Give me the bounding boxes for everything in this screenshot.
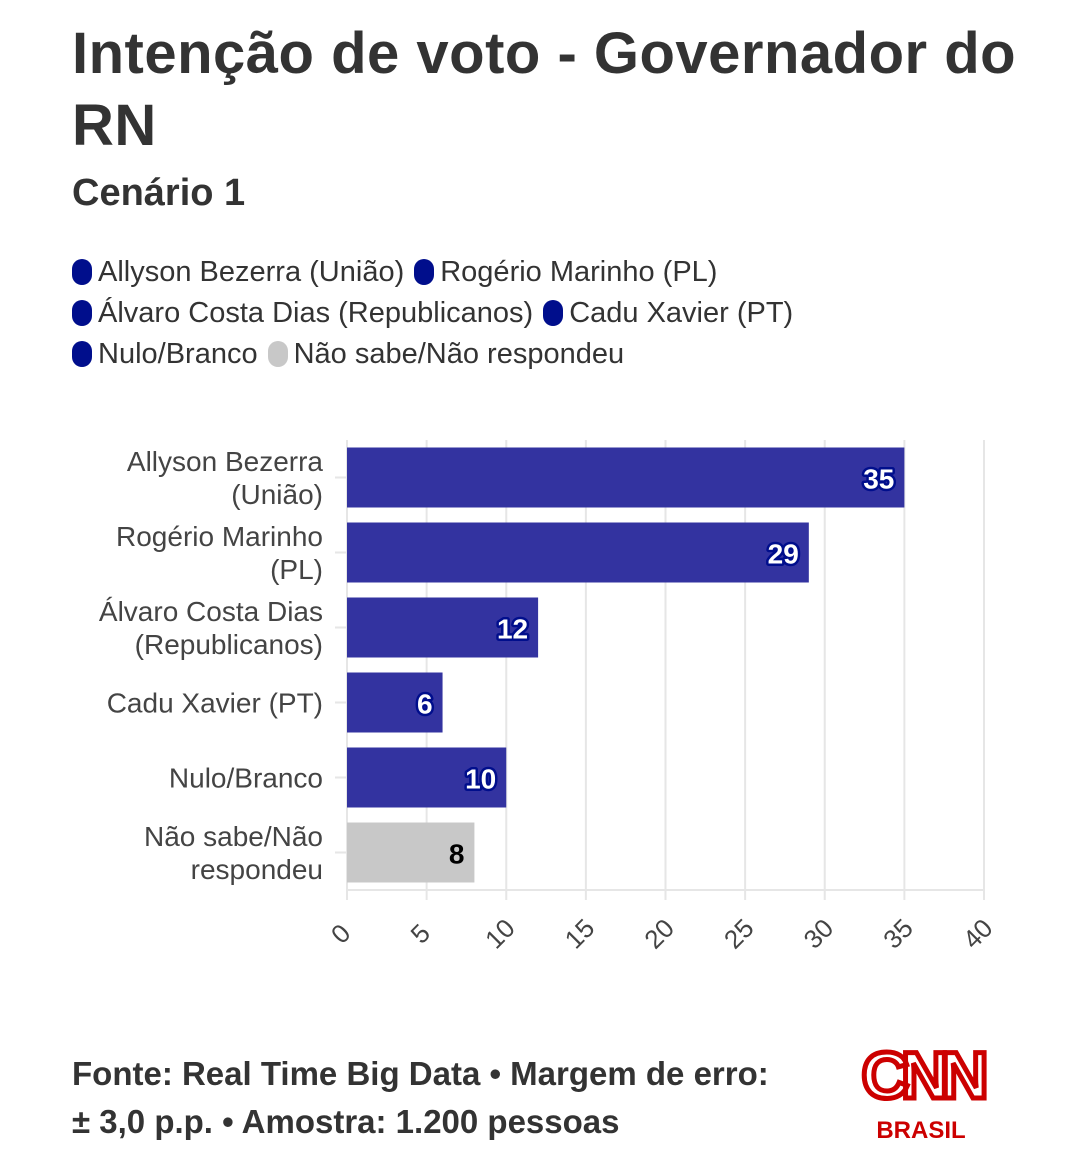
x-tick-label: 15 bbox=[559, 913, 601, 955]
x-tick-label: 40 bbox=[957, 913, 999, 955]
category-label-line: Álvaro Costa Dias bbox=[99, 596, 323, 627]
bar bbox=[347, 672, 443, 733]
bar-value-label: 29 bbox=[768, 539, 799, 570]
legend-swatch-icon bbox=[72, 259, 92, 285]
category-label-line: Allyson Bezerra bbox=[127, 446, 324, 477]
legend-swatch-icon bbox=[72, 341, 92, 367]
legend-swatch-icon bbox=[72, 300, 92, 326]
category-label-line: Cadu Xavier (PT) bbox=[107, 688, 323, 719]
legend-swatch-icon bbox=[414, 259, 435, 285]
category-label-line: Rogério Marinho bbox=[116, 521, 323, 552]
bar-value-label: 6 bbox=[417, 689, 433, 720]
source-footer: Fonte: Real Time Big Data • Margem de er… bbox=[72, 1055, 769, 1140]
logo-brand-text: CNN bbox=[862, 1040, 985, 1112]
category-label-line: Nulo/Branco bbox=[169, 763, 323, 794]
bar-chart: 35 Allyson Bezerra (União) 29 Rogério Marinh… bbox=[99, 440, 999, 955]
legend-item: Rogério Marinho (PL) bbox=[414, 252, 717, 293]
legend-swatch-icon bbox=[267, 341, 288, 367]
chart-subtitle: Cenário 1 bbox=[72, 172, 246, 214]
bar bbox=[347, 522, 809, 583]
legend-item: Allyson Bezerra (União) bbox=[72, 252, 404, 293]
category-label-line: (Republicanos) bbox=[135, 629, 323, 660]
legend: Allyson Bezerra (União) Rogério Marinho (… bbox=[72, 252, 952, 375]
x-tick-label: 25 bbox=[718, 913, 760, 955]
legend-item: Não sabe/Não respondeu bbox=[267, 334, 625, 375]
bar-value-label: 10 bbox=[465, 764, 496, 795]
bar-value-label: 8 bbox=[449, 839, 465, 870]
x-tick-label: 35 bbox=[877, 913, 919, 955]
bar-value-label: 12 bbox=[497, 614, 528, 645]
logo-sub-text: BRASIL bbox=[876, 1117, 965, 1144]
legend-label: Nulo/Branco bbox=[98, 338, 258, 370]
category-label: Cadu Xavier (PT) bbox=[107, 688, 323, 719]
legend-label: Não sabe/Não respondeu bbox=[293, 338, 625, 370]
legend-label: Álvaro Costa Dias (Republicanos) bbox=[98, 297, 534, 329]
x-tick-label: 20 bbox=[638, 913, 680, 955]
legend-swatch-icon bbox=[543, 300, 564, 326]
legend-item: Nulo/Branco bbox=[72, 334, 258, 375]
legend-label: Allyson Bezerra (União) bbox=[98, 256, 405, 288]
bar bbox=[347, 597, 539, 658]
legend-item: Álvaro Costa Dias (Republicanos) bbox=[72, 293, 533, 334]
category-label: Allyson Bezerra (União) bbox=[127, 446, 324, 510]
x-tick-label: 30 bbox=[798, 913, 840, 955]
bar bbox=[347, 822, 475, 883]
x-tick-label: 0 bbox=[325, 918, 356, 949]
legend-label: Rogério Marinho (PL) bbox=[440, 256, 718, 288]
category-label: Rogério Marinho (PL) bbox=[116, 521, 323, 585]
category-label: Nulo/Branco bbox=[169, 763, 323, 794]
legend-item: Cadu Xavier (PT) bbox=[543, 293, 793, 334]
category-label-line: (União) bbox=[231, 479, 323, 510]
chart-title: Intenção de voto - Governador do RN bbox=[72, 21, 1017, 158]
category-label-line: respondeu bbox=[191, 854, 323, 885]
legend-label: Cadu Xavier (PT) bbox=[569, 297, 794, 329]
bar-value-label: 35 bbox=[863, 464, 894, 495]
cnn-brasil-logo: CNN BRASIL bbox=[859, 1040, 990, 1144]
category-label: Álvaro Costa Dias (Republicanos) bbox=[99, 596, 323, 660]
x-tick-label: 5 bbox=[405, 918, 436, 949]
bar bbox=[347, 447, 905, 508]
category-label-line: Não sabe/Não bbox=[144, 821, 323, 852]
category-label-line: (PL) bbox=[270, 554, 323, 585]
x-tick-label: 10 bbox=[479, 913, 521, 955]
category-label: Não sabe/Não respondeu bbox=[144, 821, 323, 885]
bar bbox=[347, 747, 507, 808]
